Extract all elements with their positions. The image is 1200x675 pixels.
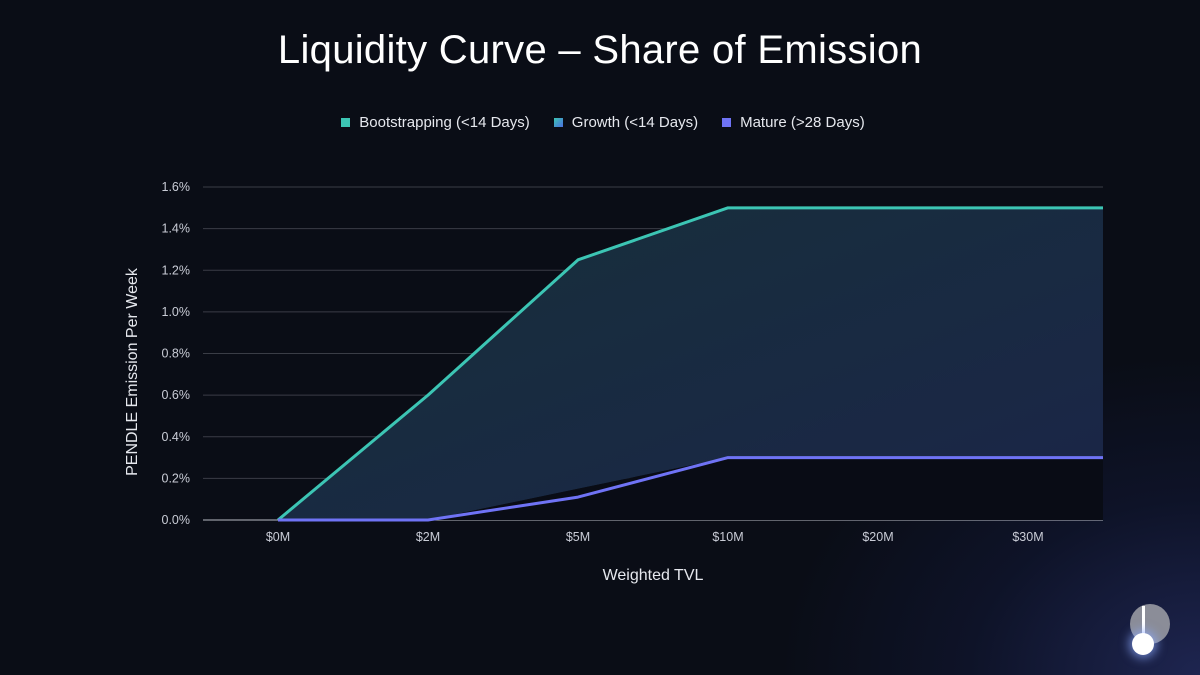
legend-swatch bbox=[341, 118, 351, 127]
x-tick-label: $0M bbox=[266, 530, 290, 544]
x-axis-label: Weighted TVL bbox=[603, 567, 704, 584]
y-tick-label: 1.2% bbox=[162, 263, 191, 277]
y-tick-label: 1.0% bbox=[162, 305, 191, 319]
logo-dot bbox=[1132, 633, 1154, 655]
area-growth bbox=[278, 457, 1103, 520]
x-tick-label: $30M bbox=[1012, 530, 1043, 544]
y-tick-label: 0.6% bbox=[162, 388, 191, 402]
y-tick-label: 0.8% bbox=[162, 347, 191, 361]
x-tick-label: $2M bbox=[416, 530, 440, 544]
y-tick-label: 1.4% bbox=[162, 222, 191, 236]
series-line-mature bbox=[278, 456, 1103, 522]
legend-item-bootstrapping[interactable]: Bootstrapping (<14 Days) bbox=[341, 114, 530, 131]
legend-swatch bbox=[722, 118, 732, 127]
legend-label: Growth (<14 Days) bbox=[571, 114, 699, 131]
logo-stem bbox=[1142, 606, 1145, 636]
legend-label: Bootstrapping (<14 Days) bbox=[359, 114, 530, 131]
x-tick-label: $5M bbox=[566, 530, 590, 544]
y-tick-label: 1.6% bbox=[162, 180, 191, 194]
y-axis-label: PENDLE Emission Per Week bbox=[124, 267, 141, 476]
series-line-bootstrapping bbox=[277, 206, 1103, 522]
y-tick-label: 0.2% bbox=[162, 471, 191, 485]
y-tick-label: 0.4% bbox=[162, 430, 191, 444]
legend-item-mature[interactable]: Mature (>28 Days) bbox=[722, 114, 865, 131]
y-tick-label: 0.0% bbox=[162, 513, 191, 527]
chart-title: Liquidity Curve – Share of Emission bbox=[277, 28, 923, 72]
x-tick-label: $10M bbox=[712, 530, 743, 544]
area-bootstrapping bbox=[278, 207, 1103, 520]
legend: Bootstrapping (<14 Days) Growth (<14 Day… bbox=[0, 114, 1200, 131]
legend-swatch bbox=[553, 118, 563, 127]
legend-item-growth[interactable]: Growth (<14 Days) bbox=[553, 114, 699, 131]
legend-label: Mature (>28 Days) bbox=[740, 114, 865, 131]
x-tick-label: $20M bbox=[862, 530, 893, 544]
